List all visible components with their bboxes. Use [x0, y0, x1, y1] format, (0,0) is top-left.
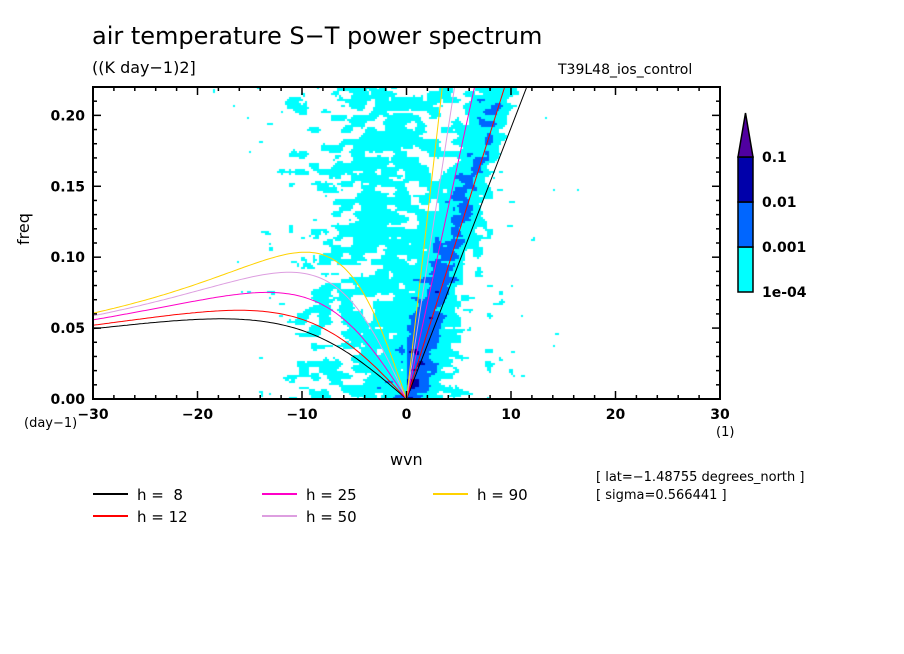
x-axis-unit: (1) — [716, 425, 735, 440]
x-axis-label: wvn — [390, 450, 423, 469]
x-tick-label: 20 — [606, 407, 626, 423]
kelvin-line-90 — [406, 87, 443, 399]
colorbar-segment — [737, 156, 754, 203]
colorbar-label: 0.001 — [762, 240, 806, 256]
legend-label: h = 12 — [137, 508, 188, 526]
rossby-curve-90 — [93, 251, 407, 399]
colorbar-segment — [737, 201, 754, 248]
x-tick-label: −20 — [182, 407, 213, 423]
spectrum-field — [93, 87, 720, 399]
y-tick-label: 0.05 — [50, 321, 85, 337]
x-tick-label: −30 — [77, 407, 108, 423]
y-tick-label: 0.00 — [50, 392, 85, 408]
colorbar-label: 0.1 — [762, 150, 787, 166]
chart-title: air temperature S−T power spectrum — [92, 22, 543, 50]
legend-label: h = 90 — [477, 486, 528, 504]
x-tick-label: 30 — [710, 407, 730, 423]
latitude-annotation: [ lat=−1.48755 degrees_north ] — [596, 470, 805, 485]
colorbar-segment — [737, 246, 754, 293]
legend-label: h = 8 — [137, 486, 183, 504]
rossby-curve-8 — [93, 318, 407, 399]
experiment-label: T39L48_ios_control — [558, 62, 693, 78]
colorbar-label: 0.01 — [762, 195, 797, 211]
plot-frame — [92, 86, 721, 400]
kelvin-line-8 — [406, 87, 528, 399]
y-tick-label: 0.15 — [50, 179, 85, 195]
kelvin-line-50 — [406, 87, 456, 399]
chart-units: ((K day−1)2] — [92, 58, 196, 77]
y-tick-label: 0.10 — [50, 250, 85, 266]
x-tick-label: 10 — [501, 407, 521, 423]
rossby-curve-25 — [93, 291, 407, 399]
kelvin-line-12 — [406, 87, 506, 399]
y-tick-label: 0.20 — [50, 108, 85, 124]
legend-label: h = 50 — [306, 508, 357, 526]
y-axis-unit: (day−1) — [24, 416, 78, 431]
x-tick-label: 0 — [402, 407, 412, 423]
colorbar-extend-triangle — [737, 112, 754, 158]
rossby-curve-12 — [93, 309, 407, 399]
kelvin-line-25 — [406, 87, 476, 399]
legend-label: h = 25 — [306, 486, 357, 504]
colorbar-label: 1e-04 — [762, 285, 807, 301]
x-tick-label: −10 — [286, 407, 317, 423]
sigma-annotation: [ sigma=0.566441 ] — [596, 488, 727, 503]
rossby-curve-50 — [93, 271, 407, 399]
